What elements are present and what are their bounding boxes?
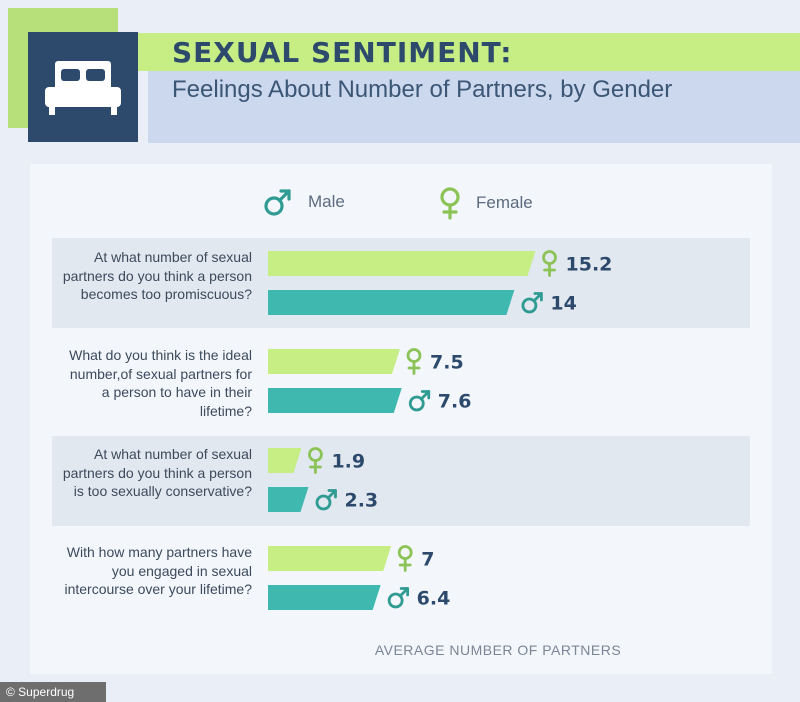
value-label: 7.6 [438, 391, 472, 413]
male-symbol-icon [408, 390, 431, 412]
value-label: 7.5 [430, 352, 464, 374]
legend-male: Male [262, 186, 345, 218]
female-symbol-icon [440, 187, 460, 220]
legend-female-label: Female [476, 193, 533, 212]
value-label: 14 [550, 293, 576, 315]
question-label: At what number of sexual partners do you… [62, 446, 252, 499]
male-bar [268, 585, 381, 610]
female-symbol-icon [406, 348, 422, 375]
legend: Male Female [0, 186, 800, 220]
female-symbol-icon [542, 250, 557, 277]
male-symbol-icon [264, 189, 291, 216]
female-bar [268, 251, 536, 276]
header-icon-box [28, 32, 138, 142]
female-symbol-icon [397, 545, 413, 572]
page-title: SEXUAL SENTIMENT: [172, 36, 513, 69]
question-label: What do you think is the ideal number,of… [69, 347, 252, 419]
value-label: 1.9 [331, 451, 365, 473]
question-label: With how many partners have you engaged … [64, 544, 252, 597]
x-axis-label: AVERAGE NUMBER OF PARTNERS [374, 642, 622, 658]
value-label: 15.2 [566, 254, 613, 276]
female-bar [268, 448, 302, 473]
male-symbol-icon [387, 587, 410, 609]
value-label: 6.4 [417, 588, 451, 610]
male-bar [268, 290, 515, 315]
bed-icon [45, 61, 121, 115]
page-subtitle: Feelings About Number of Partners, by Ge… [172, 76, 673, 103]
female-bar [268, 546, 392, 571]
value-label: 7 [421, 549, 434, 571]
female-bar [268, 349, 400, 374]
question-label: At what number of sexual partners do you… [62, 249, 252, 302]
title-band [138, 33, 800, 71]
male-bar [268, 388, 402, 413]
male-bar [268, 487, 309, 512]
subtitle-band [148, 71, 800, 143]
value-label: 2.3 [344, 490, 378, 512]
legend-female: Female [438, 186, 533, 220]
male-symbol-icon [315, 489, 337, 511]
female-symbol-icon [308, 447, 323, 474]
male-symbol-icon [521, 292, 543, 314]
credit-label: © Superdrug [0, 682, 106, 702]
legend-male-label: Male [308, 192, 345, 211]
row-band [52, 436, 750, 526]
